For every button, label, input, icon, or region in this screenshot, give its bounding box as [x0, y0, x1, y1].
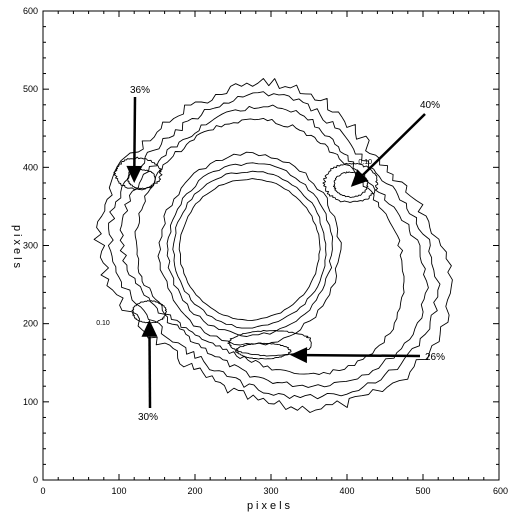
x-tick-labels: 0 100 200 300 400 500 600: [40, 486, 508, 496]
annotation-label: 26%: [425, 352, 445, 363]
x-tick-label: 200: [187, 486, 202, 496]
contour-level-label: 0.10: [358, 159, 372, 166]
annotation-label: 40%: [420, 100, 440, 111]
x-tick-label: 0: [40, 486, 45, 496]
annotation-arrow-26pct-head: [290, 347, 307, 363]
annotation-label: 30%: [138, 412, 158, 423]
y-tick-label: 300: [23, 241, 38, 251]
contour-inner-disk: [179, 179, 320, 321]
y-tick-label: 500: [23, 84, 38, 94]
contour-outer: [94, 79, 452, 413]
contour-level-2: [108, 92, 440, 399]
y-tick-label: 100: [23, 397, 38, 407]
y-tick-label: 200: [23, 319, 38, 329]
y-tick-labels: 0 100 200 300 400 500 600: [23, 6, 38, 485]
contour-level-3: [120, 105, 428, 387]
x-tick-label: 400: [339, 486, 354, 496]
contour-lines: 0.10 0.10: [94, 79, 452, 413]
x-tick-label: 500: [415, 486, 430, 496]
annotation-label: 36%: [130, 85, 150, 96]
y-tick-label: 0: [33, 475, 38, 485]
contour-inner-ring-1: [173, 171, 326, 328]
annotation-arrow-26pct-shaft: [307, 355, 420, 356]
annotation-arrow-40pct-shaft: [363, 114, 425, 175]
y-tick-label: 400: [23, 162, 38, 172]
y-tick-label: 600: [23, 6, 38, 16]
contour-peak-26: [236, 343, 291, 359]
x-tick-label: 300: [263, 486, 278, 496]
x-axis-title: pixels: [247, 500, 293, 512]
x-tick-label: 600: [493, 486, 508, 496]
contour-inner-ring-2: [167, 163, 333, 337]
contour-inner-ring-3: [158, 152, 341, 345]
x-tick-label: 100: [111, 486, 126, 496]
annotation-arrow-36pct-shaft: [134, 97, 135, 166]
y-axis-title: pixels: [11, 225, 23, 271]
contour-level-label: 0.10: [96, 320, 110, 327]
